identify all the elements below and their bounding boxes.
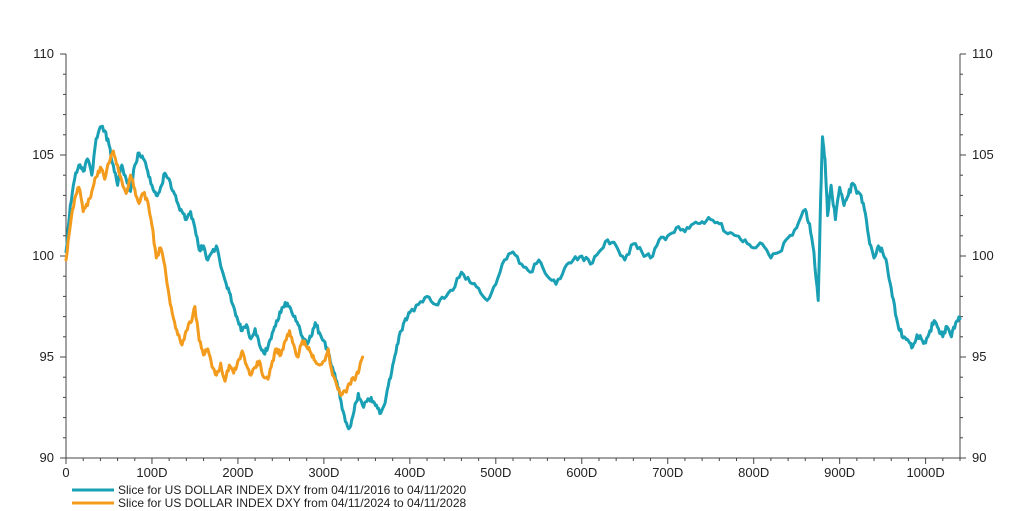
x-tick-label: 200D <box>222 465 253 480</box>
x-tick-label: 0 <box>62 465 69 480</box>
y-tick-label-right: 95 <box>972 349 986 364</box>
series-layer <box>64 124 962 431</box>
y-tick-label-right: 90 <box>972 450 986 465</box>
x-tick-label: 400D <box>394 465 425 480</box>
legend-label-series-2: Slice for US DOLLAR INDEX DXY from 04/11… <box>118 496 467 510</box>
legend-label-series-1: Slice for US DOLLAR INDEX DXY from 04/11… <box>118 483 467 497</box>
y-tick-label-left: 100 <box>32 248 54 263</box>
x-tick-label: 300D <box>308 465 339 480</box>
series-line-2 <box>64 149 365 397</box>
x-tick-label: 800D <box>738 465 769 480</box>
y-tick-label-left: 110 <box>33 46 54 61</box>
x-tick-label: 900D <box>824 465 855 480</box>
y-tick-label-left: 105 <box>32 147 54 162</box>
legend: Slice for US DOLLAR INDEX DXY from 04/11… <box>72 483 467 510</box>
y-tick-label-right: 105 <box>972 147 994 162</box>
x-tick-label: 600D <box>566 465 597 480</box>
y-tick-label-left: 90 <box>40 450 54 465</box>
x-tick-label: 500D <box>480 465 511 480</box>
x-tick-label: 700D <box>652 465 683 480</box>
y-tick-label-right: 110 <box>972 46 993 61</box>
x-tick-label: 1000D <box>906 465 944 480</box>
y-tick-label-right: 100 <box>972 248 994 263</box>
series-line-1 <box>64 124 962 431</box>
axes: 90 90 95 95 100 100 105 105 110 110 0 100D 200D 300D 4… <box>32 46 993 480</box>
x-tick-label: 100D <box>136 465 167 480</box>
y-tick-label-left: 95 <box>40 349 54 364</box>
